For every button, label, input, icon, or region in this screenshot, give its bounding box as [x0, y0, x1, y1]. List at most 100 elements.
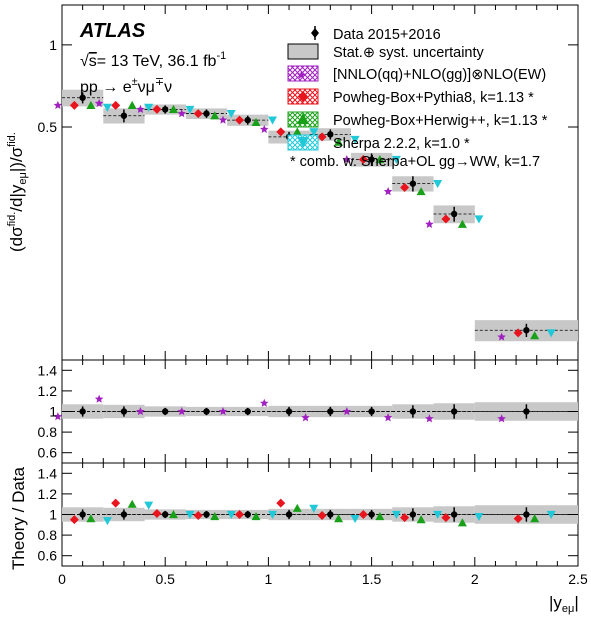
ratio-mc-triangle-down-marker-6 [350, 515, 360, 524]
main-diamond-marker-4 [235, 115, 245, 125]
ratio-nnlo-data-point-5 [285, 408, 293, 415]
legend-herwig-label: Powheg-Box+Herwig++, k=1.13 * [333, 113, 548, 129]
legend-nnlo-label: [NNLO(qq)+NLO(gg)]⊗NLO(EW) [333, 67, 546, 83]
main-triangle-down-marker-6 [350, 135, 360, 144]
ratio-nnlo-ytick-label-3: 1.2 [38, 383, 58, 399]
ratio-mc-triangle-down-marker-0 [102, 517, 112, 526]
main-triangle-down-marker-1 [144, 103, 154, 112]
ratio-nnlo-ytick-label-0: 0.6 [38, 445, 58, 461]
main-triangle-up-marker-0 [86, 100, 96, 110]
ratio-mc-diamond-marker-1 [111, 498, 121, 508]
ratio-nnlo-data-point-7 [368, 408, 375, 415]
ratio-nnlo-star-marker-2 [136, 407, 145, 416]
ratio-mc-triangle-down-marker-5 [309, 504, 319, 513]
ratio-nnlo-data-point-4 [244, 408, 251, 415]
main-triangle-up-marker-5 [292, 127, 302, 136]
x-tick-label-0: 0 [58, 571, 66, 587]
main-triangle-down-marker-10 [546, 329, 556, 338]
ratio-mc-diamond-marker-9 [441, 513, 451, 523]
ratio-mc-triangle-up-marker-6 [334, 514, 344, 523]
legend-nnlo-star: ★ [296, 68, 307, 82]
ratio-mc-data-point-8 [409, 511, 417, 518]
ratio-nnlo-ytick-label-1: 0.8 [38, 424, 58, 440]
main-star-marker-2 [136, 104, 145, 114]
ratio-mc-triangle-up-marker-10 [530, 514, 540, 523]
legend-data-marker [311, 26, 319, 40]
ratio-mc-ytick-label-4: 1.4 [38, 465, 58, 481]
main-triangle-up-marker-7 [375, 155, 385, 164]
ratio-mc-diamond-marker-7 [358, 510, 368, 519]
ratio-nnlo-data-point-3 [203, 408, 210, 415]
legend-herwig-triangle [297, 113, 309, 124]
ratio-mc-data-point-10 [523, 511, 530, 518]
legend-pythia-label: Powheg-Box+Pythia8, k=1.13 * [333, 90, 534, 106]
atlas-label: ATLAS [79, 20, 146, 42]
legend-footnote: * comb. w. Sherpa+OL gg→WW, k=1.7 [290, 154, 540, 170]
main-star-marker-4 [218, 115, 228, 124]
ratio-mc-diamond-marker-8 [400, 513, 410, 523]
ratio-nnlo-star-marker-10 [497, 414, 506, 423]
main-diamond-marker-6 [317, 132, 327, 142]
main-star-marker-8 [383, 187, 393, 196]
ratio-mc-diamond-marker-4 [235, 510, 245, 519]
ratio-mc-triangle-up-marker-2 [168, 510, 178, 519]
ratio-mc-triangle-up-marker-0 [86, 514, 96, 523]
main-diamond-marker-2 [152, 104, 162, 114]
main-triangle-up-marker-1 [127, 100, 137, 110]
ratio-nnlo-data-point-9 [450, 408, 458, 415]
main-triangle-up-marker-2 [168, 104, 178, 114]
main-star-marker-5 [259, 124, 269, 134]
ratio-nnlo-data-point-8 [409, 408, 417, 415]
main-star-marker-7 [342, 155, 352, 164]
ratio-mc-data-point-6 [327, 511, 334, 518]
main-triangle-down-marker-9 [474, 215, 484, 224]
ratio-mc-data-point-7 [368, 511, 375, 518]
axis-ticks: 0.5 1 0.6 0.8 1 1.2 1.4 0.6 0.8 1 1.2 1.4 0 0.5 1 1.5 2 2… [38, 5, 588, 587]
legend-uncertainty-label: Stat.⊕ syst. uncertainty [333, 45, 485, 61]
ratio-nnlo-star-marker-3 [177, 407, 186, 416]
ratio-mc-data-point-4 [244, 511, 251, 518]
main-diamond-marker-7 [358, 155, 368, 165]
main-data-point-0 [79, 94, 86, 101]
ratio-mc-data-point-1 [120, 511, 128, 518]
ratio-nnlo-star-marker-0 [53, 412, 63, 421]
main-diamond-marker-8 [400, 183, 410, 193]
ratio-mc-diamond-marker-6 [317, 511, 327, 521]
ratio-mc-triangle-up-marker-1 [127, 499, 137, 508]
main-triangle-up-marker-8 [416, 187, 426, 196]
ratio-mc-diamond-marker-10 [513, 514, 523, 524]
x-tick-label-5: 2.5 [568, 571, 588, 587]
x-tick-label-4: 2 [471, 571, 479, 587]
ratio-mc-triangle-down-marker-9 [474, 512, 484, 522]
x-tick-label-3: 1.5 [362, 571, 382, 587]
main-triangle-down-marker-3 [226, 109, 236, 119]
process-label: pp → e±νμ∓ν [80, 76, 172, 96]
main-data-point-1 [120, 112, 128, 119]
ratio-nnlo-star-marker-1 [94, 394, 104, 403]
main-star-marker-3 [177, 109, 186, 118]
main-diamond-marker-1 [111, 100, 121, 110]
ratio-mc-triangle-down-marker-8 [433, 510, 443, 519]
main-star-marker-0 [53, 100, 63, 110]
main-triangle-up-marker-6 [334, 137, 344, 146]
ratio-nnlo-data-point-0 [79, 408, 86, 415]
ratio-mc-diamond-marker-5 [276, 498, 286, 508]
main-triangle-up-marker-3 [210, 111, 220, 120]
ratio-mc-triangle-up-marker-9 [457, 518, 467, 527]
main-triangle-down-marker-5 [309, 128, 319, 137]
main-star-marker-9 [425, 219, 434, 228]
main-triangle-down-marker-4 [268, 116, 278, 125]
legend-sherpa-label: Sherpa 2.2.2, k=1.0 * [333, 136, 470, 152]
series-markers [53, 98, 556, 527]
legend-pythia-diamond [298, 91, 308, 102]
main-data-point-4 [244, 116, 251, 124]
legend: Data 2015+2016 Stat.⊕ syst. uncertainty … [287, 26, 548, 170]
main-diamond-marker-3 [193, 109, 203, 119]
ratio-y-axis-label: Theory / Data [9, 466, 28, 570]
legend-uncertainty-box [287, 43, 319, 60]
main-star-marker-1 [94, 98, 104, 108]
ratio-mc-triangle-down-marker-1 [144, 501, 154, 510]
ratio-mc-ytick-label-0: 0.6 [38, 548, 58, 564]
main-diamond-marker-5 [276, 127, 286, 137]
ratio-nnlo-star-marker-6 [301, 413, 310, 422]
